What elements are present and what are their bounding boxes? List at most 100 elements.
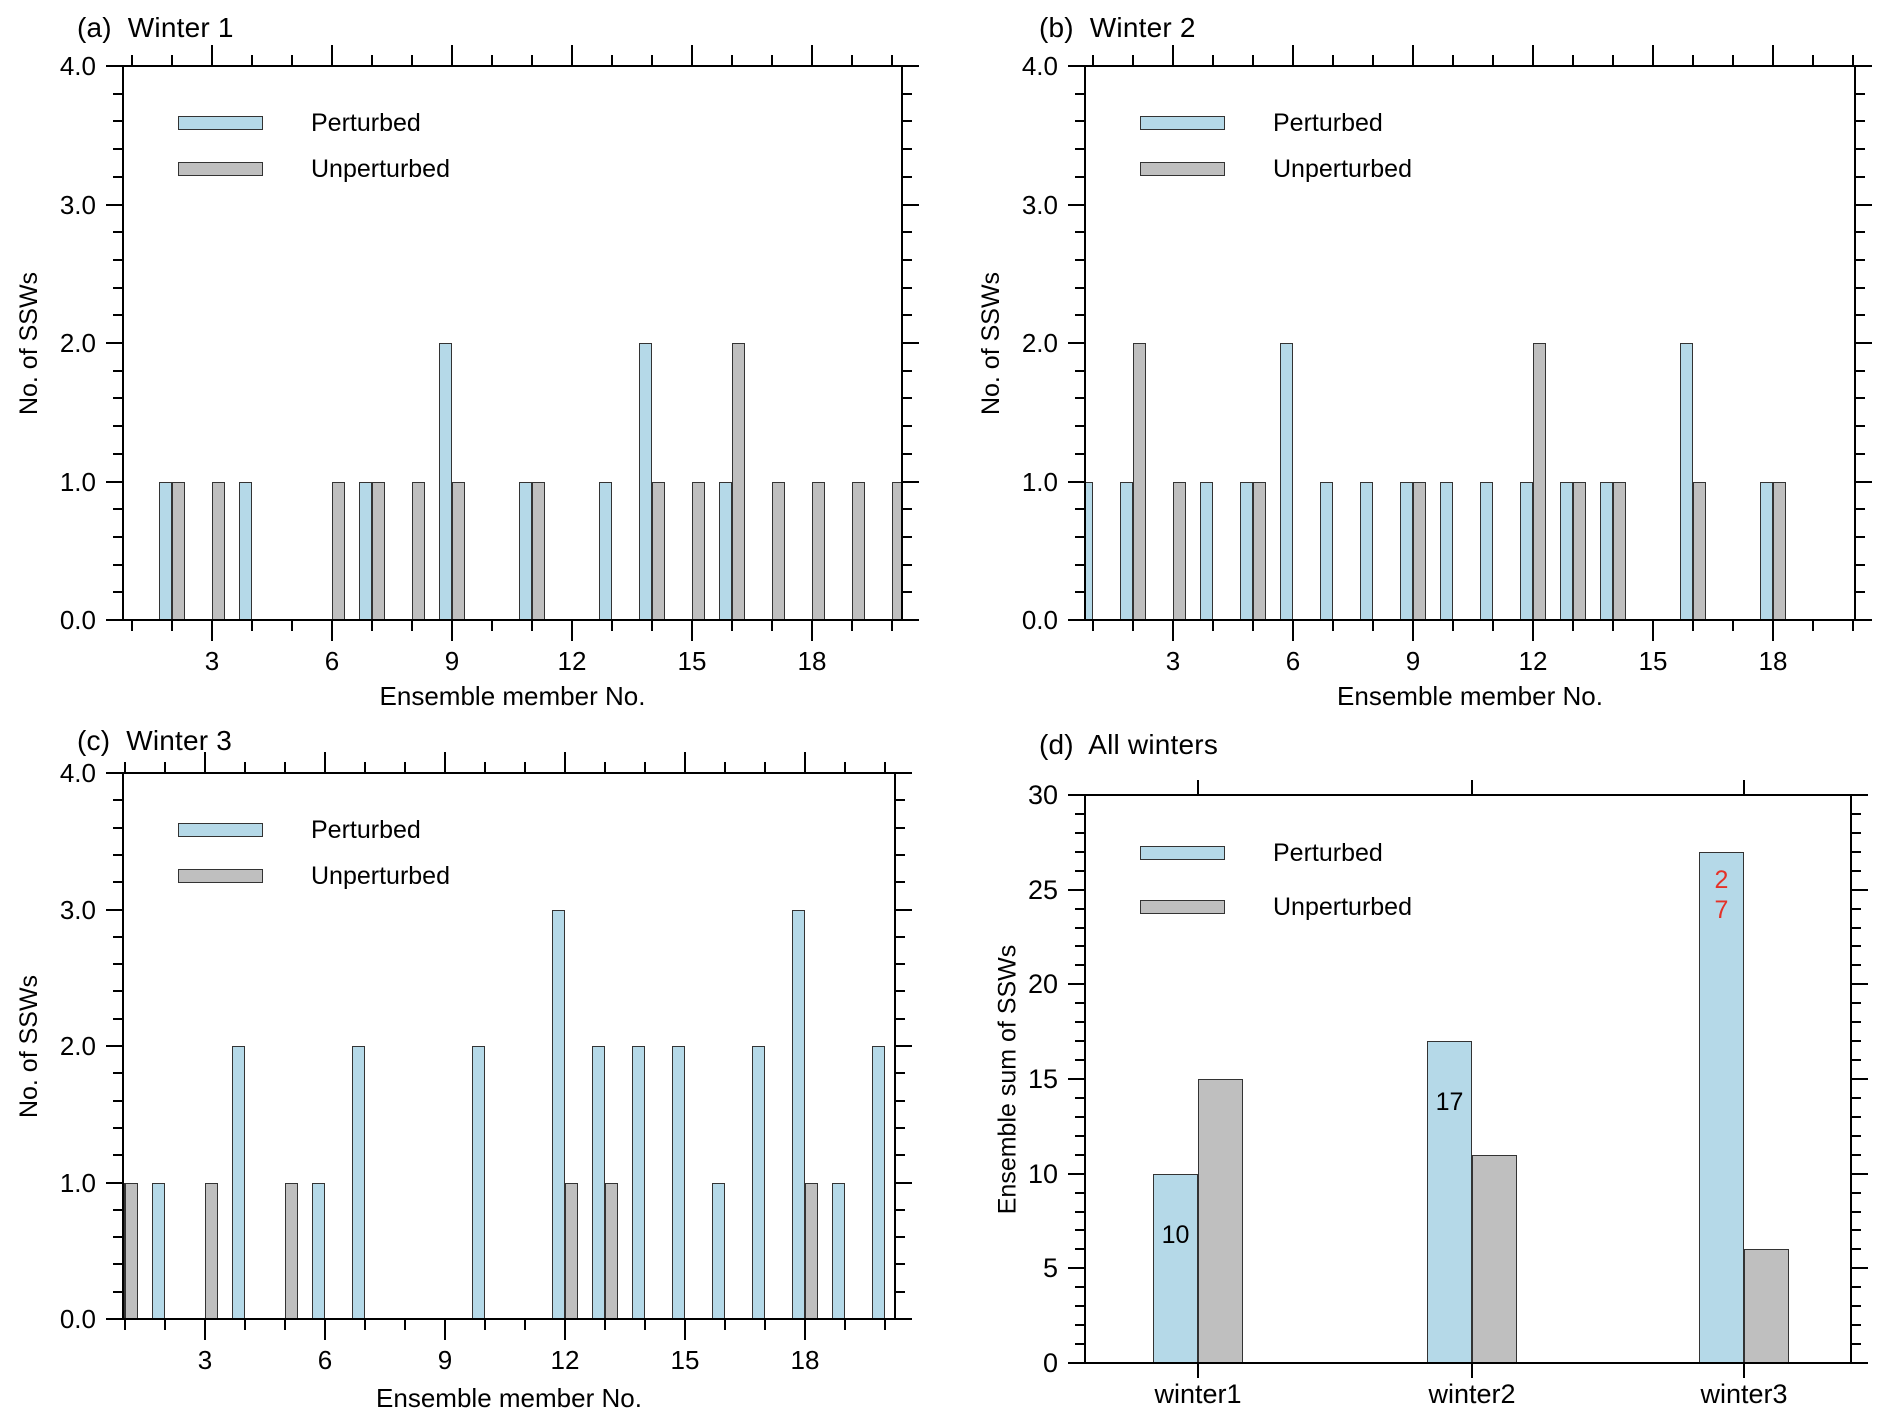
y-minor-tick-left	[113, 1017, 122, 1020]
y-major-tick-left	[1068, 983, 1084, 986]
y-major-tick-right	[1856, 480, 1872, 483]
y-minor-tick-left	[113, 231, 122, 234]
x-minor-tick-bottom	[1252, 621, 1254, 631]
x-tick-label: 6	[317, 1345, 333, 1375]
panel-title: (b) Winter 2	[1039, 12, 1196, 43]
x-major-tick-top	[1743, 780, 1745, 794]
x-minor-tick-bottom	[251, 621, 253, 631]
x-tick-label: 15	[1638, 646, 1668, 676]
x-minor-tick-top	[1212, 55, 1214, 65]
x-minor-tick-bottom	[284, 1320, 286, 1330]
y-minor-tick-right	[1856, 148, 1865, 151]
y-minor-tick-left	[113, 853, 122, 856]
y-minor-tick-left	[1075, 92, 1084, 95]
bar-perturbed-m2	[159, 481, 172, 620]
x-minor-tick-top	[1692, 55, 1694, 65]
legend-label-unperturbed: Unperturbed	[1273, 155, 1412, 183]
x-minor-tick-top	[1572, 55, 1574, 65]
bar-perturbed-m8	[1360, 481, 1373, 620]
x-major-tick-top	[1412, 45, 1414, 65]
x-major-tick-top	[451, 45, 453, 65]
bar-perturbed-m10	[1440, 481, 1453, 620]
y-minor-tick-right	[1852, 1324, 1861, 1327]
y-major-tick-left	[1068, 1267, 1084, 1270]
x-minor-tick-bottom	[411, 621, 413, 631]
x-minor-tick-top	[1132, 55, 1134, 65]
x-major-tick-bottom	[1471, 1364, 1473, 1378]
x-minor-tick-bottom	[491, 621, 493, 631]
y-minor-tick-left	[113, 1126, 122, 1129]
x-tick-label: 3	[204, 646, 220, 676]
x-major-tick-top	[331, 45, 333, 65]
y-tick-label: 2.0	[59, 328, 96, 358]
bar-perturbed-m7	[359, 481, 372, 620]
y-minor-tick-left	[113, 1208, 122, 1211]
y-major-tick-right	[903, 65, 919, 67]
y-minor-tick-left	[1075, 1059, 1084, 1062]
x-minor-tick-top	[291, 55, 293, 65]
y-minor-tick-left	[1075, 945, 1084, 948]
y-minor-tick-left	[1075, 286, 1084, 289]
y-major-tick-left	[106, 772, 122, 774]
bar-unperturbed-m12	[1533, 343, 1546, 620]
x-tick-label: 3	[197, 1345, 213, 1375]
bar-perturbed-winter2	[1427, 1041, 1472, 1363]
x-minor-tick-top	[644, 762, 646, 772]
x-tick-label: 18	[797, 646, 827, 676]
y-minor-tick-right	[903, 314, 912, 317]
bar-unperturbed-m13	[1573, 481, 1586, 620]
y-tick-label: 1.0	[59, 1167, 96, 1198]
x-minor-tick-top	[1852, 55, 1854, 65]
y-major-tick-left	[1068, 619, 1084, 621]
y-minor-tick-left	[1075, 1040, 1084, 1043]
bar-perturbed-m14	[632, 1046, 645, 1319]
y-minor-tick-left	[1075, 926, 1084, 929]
x-tick-label: 9	[444, 646, 460, 676]
y-minor-tick-left	[113, 369, 122, 372]
legend-swatch-perturbed	[178, 116, 263, 130]
x-minor-tick-bottom	[1812, 621, 1814, 631]
legend-label-unperturbed: Unperturbed	[311, 862, 450, 890]
x-minor-tick-bottom	[171, 621, 173, 631]
x-minor-tick-bottom	[291, 621, 293, 631]
y-major-tick-left	[1068, 65, 1084, 67]
bar-perturbed-m1	[1085, 481, 1093, 620]
x-minor-tick-bottom	[611, 621, 613, 631]
x-major-tick-bottom	[1172, 621, 1174, 641]
y-minor-tick-right	[896, 990, 905, 993]
panel-winter2: (b) Winter 2 No. of SSWs Ensemble member…	[978, 12, 1872, 711]
y-minor-tick-left	[1075, 369, 1084, 372]
x-minor-tick-top	[891, 55, 893, 65]
x-minor-tick-top	[611, 55, 613, 65]
x-major-tick-top	[204, 752, 206, 772]
legend-swatch-unperturbed	[178, 869, 263, 883]
bar-unperturbed-m20	[892, 481, 902, 620]
bar-perturbed-m2	[1120, 481, 1133, 620]
x-tick-label-winter2: winter2	[1428, 1379, 1516, 1409]
x-minor-tick-top	[244, 762, 246, 772]
y-major-tick-right	[1852, 983, 1868, 986]
y-major-tick-right	[896, 908, 912, 911]
bar-perturbed-m13	[592, 1046, 605, 1319]
x-major-tick-top	[1532, 45, 1534, 65]
y-minor-tick-left	[113, 935, 122, 938]
y-tick-label: 0.0	[59, 1304, 96, 1334]
x-minor-tick-bottom	[651, 621, 653, 631]
x-minor-tick-top	[844, 762, 846, 772]
x-major-tick-bottom	[811, 621, 813, 641]
y-minor-tick-right	[1852, 907, 1861, 910]
y-minor-tick-right	[896, 1263, 905, 1266]
x-tick-label: 9	[1405, 646, 1421, 676]
bar-perturbed-m14	[639, 343, 652, 620]
y-minor-tick-left	[113, 963, 122, 966]
legend-swatch-unperturbed	[1140, 900, 1225, 914]
y-minor-tick-right	[896, 1017, 905, 1020]
x-tick-label: 12	[1518, 646, 1548, 676]
x-major-tick-top	[811, 45, 813, 65]
y-minor-tick-left	[1075, 1286, 1084, 1289]
bar-perturbed-m6	[1280, 343, 1293, 620]
x-minor-tick-top	[404, 762, 406, 772]
y-minor-tick-left	[1075, 1134, 1084, 1137]
y-minor-tick-right	[903, 563, 912, 566]
y-tick-label: 0.0	[59, 605, 96, 635]
